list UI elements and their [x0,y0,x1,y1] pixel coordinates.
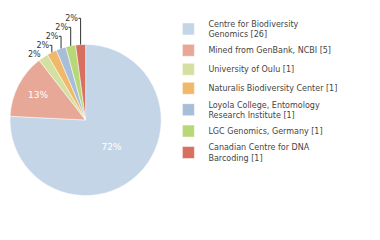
svg-text:13%: 13% [28,90,48,100]
svg-text:2%: 2% [65,14,78,23]
svg-text:2%: 2% [55,23,68,32]
svg-text:72%: 72% [101,142,121,152]
svg-text:Loyola College, EntomologyRese: Loyola College, EntomologyResearch Insti… [208,101,319,120]
svg-text:Canadian Centre for DNABarcodi: Canadian Centre for DNABarcoding [1] [208,143,309,162]
svg-text:University of Oulu [1]: University of Oulu [1] [208,65,294,74]
svg-text:Mined from GenBank, NCBI [5]: Mined from GenBank, NCBI [5] [208,46,331,55]
svg-text:2%: 2% [28,50,41,59]
svg-text:2%: 2% [36,41,49,50]
svg-text:Centre for BiodiversityGenomic: Centre for BiodiversityGenomics [26] [208,20,298,39]
svg-text:Naturalis Biodiversity Center: Naturalis Biodiversity Center [1] [208,84,337,93]
svg-text:LGC Genomics, Germany [1]: LGC Genomics, Germany [1] [208,127,322,136]
svg-text:2%: 2% [46,32,59,41]
